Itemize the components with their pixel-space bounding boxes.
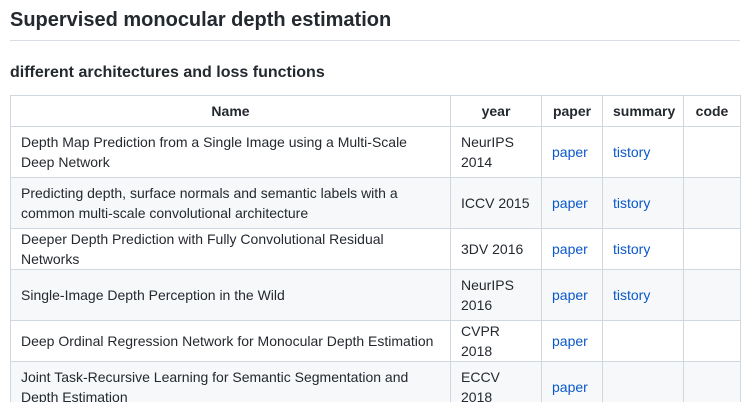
paper-link[interactable]: paper: [552, 195, 588, 211]
header-summary: summary: [602, 95, 684, 127]
paper-link[interactable]: paper: [552, 287, 588, 303]
cell-paper: paper: [541, 177, 603, 229]
cell-code: [683, 320, 741, 362]
paper-link[interactable]: paper: [552, 144, 588, 160]
cell-code: [683, 361, 741, 402]
table-row: Deep Ordinal Regression Network for Mono…: [10, 320, 741, 362]
summary-link[interactable]: tistory: [613, 287, 651, 303]
cell-name: Deeper Depth Prediction with Fully Convo…: [10, 228, 451, 270]
cell-paper: paper: [541, 269, 603, 321]
cell-year: NeurIPS 2016: [450, 269, 542, 321]
table-row: Single-Image Depth Perception in the Wil…: [10, 269, 741, 321]
table-row: Deeper Depth Prediction with Fully Convo…: [10, 228, 741, 270]
cell-paper: paper: [541, 320, 603, 362]
summary-link[interactable]: tistory: [613, 241, 651, 257]
summary-link[interactable]: tistory: [613, 195, 651, 211]
cell-paper: paper: [541, 126, 603, 178]
header-name: Name: [10, 95, 451, 127]
cell-summary: tistory: [602, 177, 684, 229]
cell-code: [683, 269, 741, 321]
cell-year: NeurIPS 2014: [450, 126, 542, 178]
paper-link[interactable]: paper: [552, 379, 588, 395]
header-paper: paper: [541, 95, 603, 127]
cell-year: 3DV 2016: [450, 228, 542, 270]
cell-paper: paper: [541, 361, 603, 402]
paper-link[interactable]: paper: [552, 241, 588, 257]
cell-summary: [602, 361, 684, 402]
summary-link[interactable]: tistory: [613, 144, 651, 160]
cell-summary: tistory: [602, 228, 684, 270]
header-code: code: [683, 95, 741, 127]
paper-link[interactable]: paper: [552, 333, 588, 349]
table-row: Predicting depth, surface normals and se…: [10, 177, 741, 229]
table-header-row: Name year paper summary code: [10, 95, 741, 127]
papers-table: Name year paper summary code Depth Map P…: [10, 95, 741, 402]
section-heading: different architectures and loss functio…: [10, 64, 325, 81]
table-row: Joint Task-Recursive Learning for Semant…: [10, 361, 741, 402]
cell-year: CVPR 2018: [450, 320, 542, 362]
cell-name: Deep Ordinal Regression Network for Mono…: [10, 320, 451, 362]
cell-name: Single-Image Depth Perception in the Wil…: [10, 269, 451, 321]
cell-name: Depth Map Prediction from a Single Image…: [10, 126, 451, 178]
cell-code: [683, 126, 741, 178]
cell-summary: [602, 320, 684, 362]
cell-year: ECCV 2018: [450, 361, 542, 402]
header-year: year: [450, 95, 542, 127]
cell-summary: tistory: [602, 126, 684, 178]
cell-name: Predicting depth, surface normals and se…: [10, 177, 451, 229]
cell-code: [683, 228, 741, 270]
cell-code: [683, 177, 741, 229]
page-title: Supervised monocular depth estimation: [10, 0, 740, 41]
table-row: Depth Map Prediction from a Single Image…: [10, 126, 741, 178]
cell-year: ICCV 2015: [450, 177, 542, 229]
cell-summary: tistory: [602, 269, 684, 321]
cell-name: Joint Task-Recursive Learning for Semant…: [10, 361, 451, 402]
cell-paper: paper: [541, 228, 603, 270]
